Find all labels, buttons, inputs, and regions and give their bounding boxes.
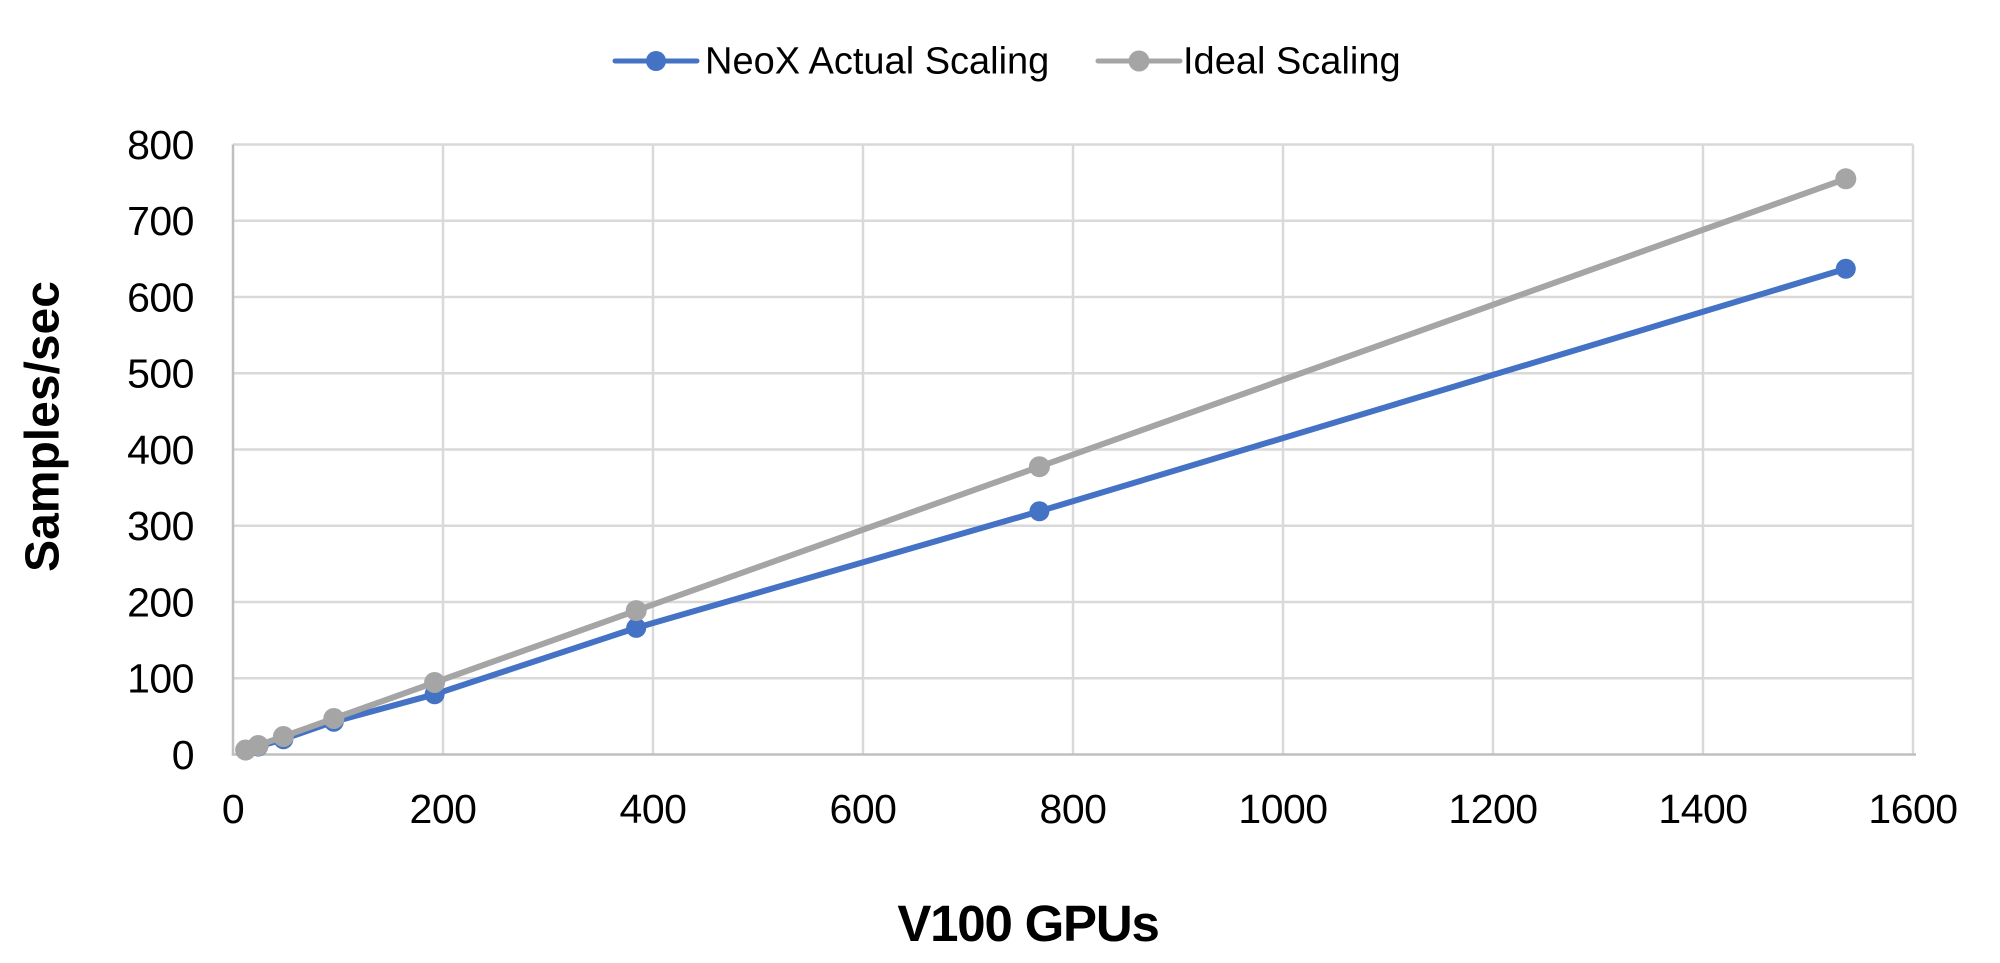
svg-text:1000: 1000: [1238, 786, 1327, 832]
svg-text:700: 700: [127, 198, 194, 244]
svg-text:500: 500: [127, 351, 194, 397]
svg-text:1600: 1600: [1868, 786, 1957, 832]
svg-text:400: 400: [127, 427, 194, 473]
svg-text:1400: 1400: [1658, 786, 1747, 832]
svg-text:600: 600: [830, 786, 897, 832]
svg-text:600: 600: [127, 274, 194, 320]
svg-text:1200: 1200: [1448, 786, 1537, 832]
svg-text:800: 800: [1040, 786, 1107, 832]
svg-text:400: 400: [620, 786, 687, 832]
svg-text:V100 GPUs: V100 GPUs: [897, 895, 1158, 952]
svg-text:0: 0: [222, 786, 244, 832]
svg-text:800: 800: [127, 122, 194, 168]
svg-text:100: 100: [127, 656, 194, 702]
svg-text:Samples/sec: Samples/sec: [17, 281, 70, 572]
svg-text:NeoX Actual Scaling: NeoX Actual Scaling: [705, 41, 1049, 83]
svg-text:300: 300: [127, 503, 194, 549]
svg-text:200: 200: [127, 579, 194, 625]
svg-text:Ideal Scaling: Ideal Scaling: [1183, 41, 1401, 83]
svg-text:200: 200: [410, 786, 477, 832]
svg-text:0: 0: [172, 732, 194, 778]
